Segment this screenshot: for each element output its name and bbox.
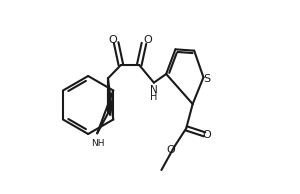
Text: O: O: [109, 35, 117, 45]
Text: O: O: [166, 145, 175, 155]
Text: O: O: [143, 35, 152, 45]
Text: N: N: [150, 85, 158, 95]
Text: H: H: [150, 92, 158, 102]
Text: NH: NH: [92, 139, 105, 148]
Text: O: O: [203, 130, 212, 140]
Text: S: S: [204, 74, 211, 84]
